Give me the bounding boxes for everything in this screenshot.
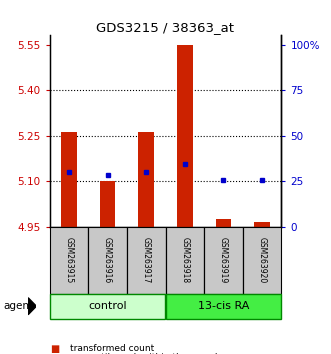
Title: GDS3215 / 38363_at: GDS3215 / 38363_at (97, 21, 234, 34)
Bar (50, 227, 88, 294)
Polygon shape (28, 298, 36, 315)
Bar (127, 227, 166, 294)
Bar (138, 132, 154, 227)
Text: GSM263919: GSM263919 (219, 237, 228, 283)
Text: GSM263917: GSM263917 (142, 237, 151, 283)
Text: GSM263920: GSM263920 (258, 237, 266, 283)
Bar (100, 181, 115, 227)
Bar (50, 294, 166, 319)
Text: agent: agent (3, 301, 33, 311)
Text: GSM263918: GSM263918 (180, 237, 189, 283)
Bar (177, 45, 193, 227)
Bar (254, 222, 270, 227)
Bar (166, 294, 281, 319)
Text: control: control (88, 301, 127, 311)
Text: 13-cis RA: 13-cis RA (198, 301, 249, 311)
Bar (204, 227, 243, 294)
Text: ■: ■ (50, 344, 59, 354)
Text: GSM263915: GSM263915 (65, 237, 73, 283)
Bar (243, 227, 281, 294)
Bar (216, 219, 231, 227)
Bar (166, 227, 204, 294)
Text: transformed count: transformed count (70, 344, 154, 353)
Text: ■: ■ (50, 353, 59, 354)
Bar (88, 227, 127, 294)
Bar (61, 132, 77, 227)
Text: GSM263916: GSM263916 (103, 237, 112, 283)
Text: percentile rank within the sample: percentile rank within the sample (70, 353, 223, 354)
